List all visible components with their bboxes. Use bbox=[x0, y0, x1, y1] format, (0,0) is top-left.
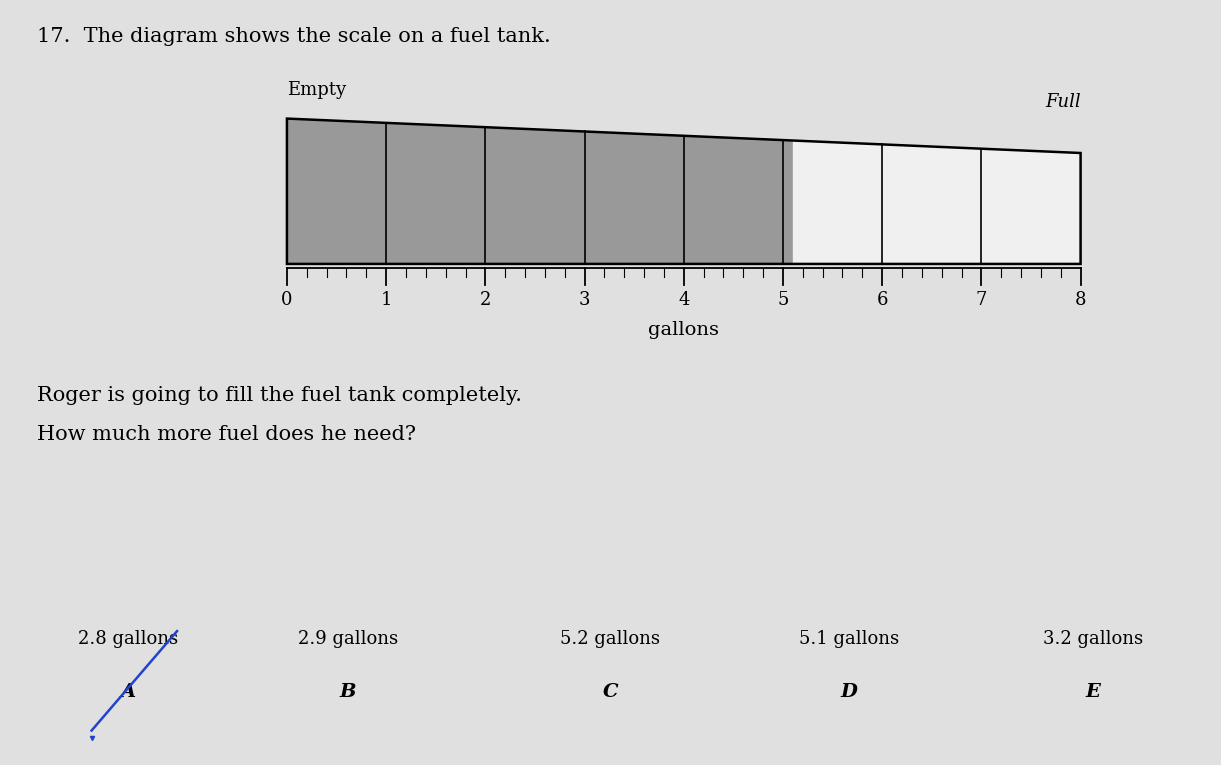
Text: 0: 0 bbox=[281, 291, 293, 309]
Text: 4: 4 bbox=[678, 291, 690, 309]
Text: A: A bbox=[121, 683, 136, 702]
Text: 17.  The diagram shows the scale on a fuel tank.: 17. The diagram shows the scale on a fue… bbox=[37, 27, 551, 46]
Polygon shape bbox=[287, 119, 792, 264]
Polygon shape bbox=[792, 141, 1081, 264]
Text: 1: 1 bbox=[381, 291, 392, 309]
Text: How much more fuel does he need?: How much more fuel does he need? bbox=[37, 425, 415, 444]
Text: gallons: gallons bbox=[648, 321, 719, 340]
Text: 8: 8 bbox=[1074, 291, 1087, 309]
Text: Roger is going to fill the fuel tank completely.: Roger is going to fill the fuel tank com… bbox=[37, 386, 521, 405]
Text: 7: 7 bbox=[976, 291, 987, 309]
Text: Full: Full bbox=[1045, 93, 1081, 111]
Text: B: B bbox=[339, 683, 357, 702]
Text: Empty: Empty bbox=[287, 81, 346, 99]
Text: 5: 5 bbox=[778, 291, 789, 309]
Text: C: C bbox=[603, 683, 618, 702]
Text: 3: 3 bbox=[579, 291, 590, 309]
Text: 2.9 gallons: 2.9 gallons bbox=[298, 630, 398, 648]
Text: 6: 6 bbox=[877, 291, 888, 309]
Text: 5.2 gallons: 5.2 gallons bbox=[560, 630, 661, 648]
Text: E: E bbox=[1085, 683, 1100, 702]
Text: 2: 2 bbox=[480, 291, 491, 309]
Text: 3.2 gallons: 3.2 gallons bbox=[1043, 630, 1143, 648]
Text: D: D bbox=[840, 683, 857, 702]
Text: 2.8 gallons: 2.8 gallons bbox=[78, 630, 178, 648]
Text: 5.1 gallons: 5.1 gallons bbox=[799, 630, 899, 648]
